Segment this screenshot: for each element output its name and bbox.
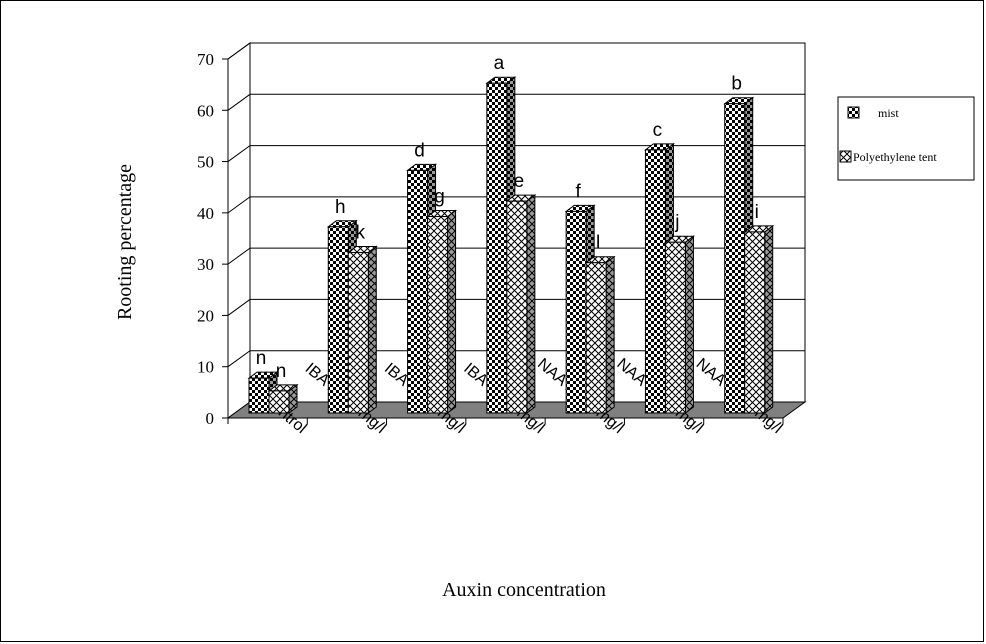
bar-tent (663, 235, 695, 414)
y-tick-label: 10 (197, 358, 214, 377)
gridline (227, 42, 805, 60)
bar-letter-label: h (335, 197, 346, 218)
gridline (227, 196, 805, 214)
bar-letter-label: n (276, 361, 287, 382)
bar-mist-front (407, 169, 429, 414)
legend-box (837, 96, 975, 181)
bar-tent-side (605, 255, 615, 414)
bar-mist-front (644, 149, 666, 414)
bar-letter-label: d (414, 140, 425, 161)
legend-label-tent: Polyethylene tent (853, 150, 937, 164)
bar-letter-label: n (256, 348, 267, 369)
bar-tent-front (585, 262, 607, 414)
bars (247, 76, 775, 415)
bar-letter-label: g (434, 187, 445, 208)
bar-letter-label: e (514, 171, 525, 192)
bar-tent-side (367, 245, 377, 414)
legend-swatch-tent (839, 150, 852, 163)
bar-letter-label: b (731, 74, 742, 95)
y-axis: 0 10 20 30 40 50 60 70 (197, 50, 229, 428)
bar-tent-front (664, 241, 686, 414)
bar-tent (267, 383, 299, 414)
gridline (227, 93, 805, 111)
bar-mist-front (486, 82, 508, 414)
bar-tent (346, 245, 378, 414)
bar-tent-side (764, 224, 774, 414)
x-axis-title: Auxin concentration (442, 579, 606, 601)
bar-mist-front (724, 103, 746, 414)
y-tick-label: 30 (197, 255, 214, 274)
legend-swatch-mist (847, 106, 860, 119)
bar-letter-label: l (596, 233, 600, 254)
y-tick-label: 50 (197, 153, 214, 172)
bar-tent-front (268, 390, 290, 414)
bar-letter-labels: nn hk d g a e f l c j b i (256, 53, 759, 382)
bar-mist-front (565, 210, 587, 414)
bar-tent (505, 194, 537, 414)
bar-tent (426, 209, 458, 414)
bar-letter-label: k (356, 222, 366, 243)
gridline (227, 247, 805, 265)
bar-tent-side (526, 194, 536, 414)
bar-tent-front (347, 251, 369, 414)
bar-mist-front (248, 377, 270, 414)
bar-tent-front (427, 216, 449, 414)
gridlines (227, 42, 805, 368)
y-tick-label: 20 (197, 306, 214, 325)
y-tick-label: 40 (197, 204, 214, 223)
y-tick-label: 60 (197, 101, 214, 120)
side-wall (227, 42, 251, 419)
y-tick-label: 0 (206, 409, 215, 428)
bar-tent-front (744, 231, 766, 414)
y-axis-title: Rooting percentage (114, 164, 136, 320)
bar-tent (584, 255, 616, 414)
gridline (227, 145, 805, 162)
gridline (227, 298, 805, 316)
bar-letter-label: j (674, 212, 679, 233)
bar-letter-label: i (755, 202, 759, 223)
legend: mist Polyethylene tent (837, 96, 975, 181)
bar-tent-front (506, 200, 528, 414)
bar-letter-label: a (494, 53, 505, 74)
bar-letter-label: c (653, 120, 663, 141)
bar-tent (743, 224, 775, 414)
bar-letter-label: f (576, 181, 582, 202)
gridline (227, 350, 805, 368)
bar-mist-front (327, 226, 349, 414)
bar-tent-side (684, 235, 694, 414)
bar-tent-side (447, 209, 457, 414)
y-tick-label: 70 (197, 50, 214, 69)
legend-label-mist: mist (878, 106, 899, 120)
